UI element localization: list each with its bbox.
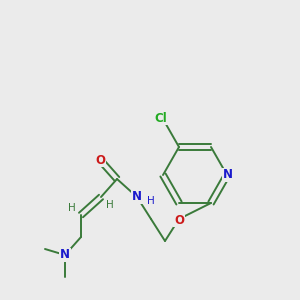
Text: N: N: [223, 169, 233, 182]
Text: O: O: [174, 214, 184, 226]
Text: H: H: [147, 196, 155, 206]
Text: H: H: [68, 203, 76, 213]
Text: N: N: [60, 248, 70, 262]
Text: N: N: [132, 190, 142, 203]
Text: Cl: Cl: [154, 112, 167, 124]
Text: H: H: [106, 200, 114, 210]
Text: O: O: [95, 154, 105, 166]
